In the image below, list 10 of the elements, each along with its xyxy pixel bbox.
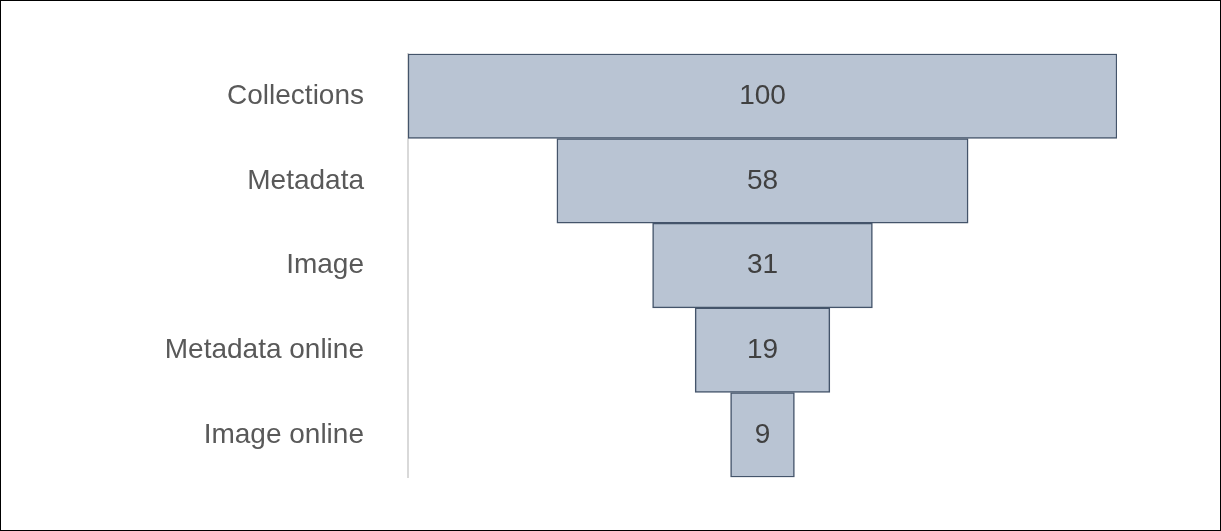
category-label: Image online — [203, 417, 364, 449]
data-label: 9 — [754, 417, 771, 449]
data-label: 19 — [746, 332, 779, 364]
category-label: Metadata online — [164, 332, 364, 364]
category-label: Metadata — [247, 163, 365, 195]
data-label: 100 — [739, 78, 786, 110]
category-label: Image — [286, 248, 364, 280]
data-label: 58 — [746, 163, 779, 195]
data-label: 31 — [746, 248, 779, 280]
category-label: Collections — [227, 78, 364, 110]
